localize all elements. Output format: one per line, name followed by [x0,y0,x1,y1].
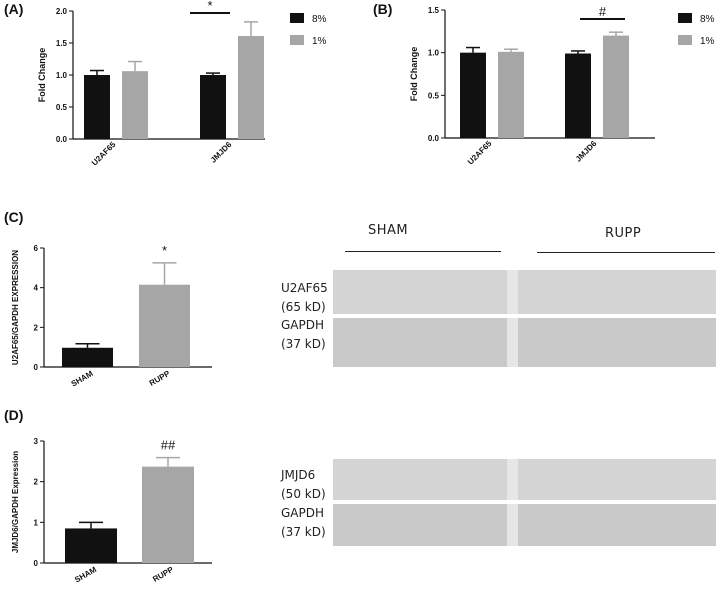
blot-lane-gap [507,318,518,367]
y-axis-label-a: Fold Change [37,48,47,103]
legend-swatch-b [678,35,692,45]
legend-swatch-b [678,13,692,23]
y-tick-label-a: 0.5 [56,103,68,112]
significance-mark-c: * [162,243,167,258]
bar-a-jmjd6-0 [200,75,226,139]
y-axis-label-b: Fold Change [409,47,419,102]
y-tick-label-c: 2 [34,323,39,332]
blot-lane-gap [507,504,518,546]
y-tick-label-b: 0.5 [428,91,440,100]
y-tick-label-b: 1.0 [428,49,440,58]
panel-label-a: (A) [4,1,24,17]
y-tick-label-c: 4 [34,284,39,293]
bar-b-u2af65-1 [498,51,524,138]
legend-label-a: 1% [312,36,327,47]
y-tick-label-b: 0.0 [428,134,440,143]
significance-mark-d: ## [161,438,176,453]
y-tick-label-d: 0 [34,559,39,568]
panel-label-c: (C) [4,209,24,225]
x-tick-label-d: RUPP [151,565,175,584]
blot-kd-gapdh-d: (37 kD) [281,525,326,539]
blot-protein-jmjd6: JMJD6 [281,468,316,482]
blot-protein-gapdh-c: GAPDH [281,318,325,332]
blot-kd-gapdh-c: (37 kD) [281,337,326,351]
bar-d-rupp [142,466,194,563]
blot-group-line-sham [345,251,501,252]
bar-a-u2af65-0 [84,75,110,139]
y-tick-label-a: 0.0 [56,135,68,144]
blot-lane-gap [507,270,518,314]
bar-d-sham [65,528,117,563]
y-tick-label-c: 6 [34,244,39,253]
blot-kd-u2af65: (65 kD) [281,300,326,314]
blot-label-jmjd6: JMJD6 (50 kD) [281,466,326,504]
y-tick-label-a: 2.0 [56,7,68,16]
significance-mark-b: # [599,4,607,19]
blot-group-label-sham: SHAM [368,223,409,238]
y-tick-label-d: 2 [34,478,39,487]
blot-group-label-rupp: RUPP [605,226,642,241]
panel-label-b: (B) [373,1,393,17]
blot-group-line-rupp [537,252,715,253]
blot-image-u2af65 [333,270,716,314]
y-tick-label-a: 1.0 [56,71,68,80]
y-tick-label-d: 3 [34,437,39,446]
bar-c-rupp [139,284,190,367]
legend-label-b: 8% [700,14,715,25]
y-axis-label-c: U2AF65/GAPDH EXPRESSION [11,250,20,365]
bar-b-u2af65-0 [460,52,486,138]
blot-protein-u2af65: U2AF65 [281,281,328,295]
bar-c-sham [62,347,113,367]
significance-mark-a: * [207,0,212,13]
y-tick-label-a: 1.5 [56,39,68,48]
legend-swatch-a [290,35,304,45]
blot-protein-gapdh-d: GAPDH [281,506,325,520]
legend-swatch-a [290,13,304,23]
bar-b-jmjd6-0 [565,53,591,138]
panel-label-d: (D) [4,407,24,423]
y-axis-label-d: JMJD6/GAPDH Expression [11,451,20,553]
bar-a-jmjd6-1 [238,35,264,139]
blot-kd-jmjd6: (50 kD) [281,487,326,501]
legend-label-a: 8% [312,14,327,25]
y-tick-label-c: 0 [34,363,39,372]
bar-a-u2af65-1 [122,71,148,139]
blot-image-gapdh-c [333,318,716,367]
blot-label-u2af65: U2AF65 (65 kD) [281,279,328,317]
blot-image-jmjd6 [333,459,716,500]
legend-label-b: 1% [700,36,715,47]
blot-label-gapdh-c: GAPDH (37 kD) [281,316,326,354]
x-tick-label-d: SHAM [73,565,98,585]
y-tick-label-b: 1.5 [428,6,440,15]
y-tick-label-d: 1 [34,518,39,527]
bar-b-jmjd6-1 [603,35,629,138]
blot-image-gapdh-d [333,504,716,546]
blot-lane-gap [507,459,518,500]
blot-label-gapdh-d: GAPDH (37 kD) [281,504,326,542]
